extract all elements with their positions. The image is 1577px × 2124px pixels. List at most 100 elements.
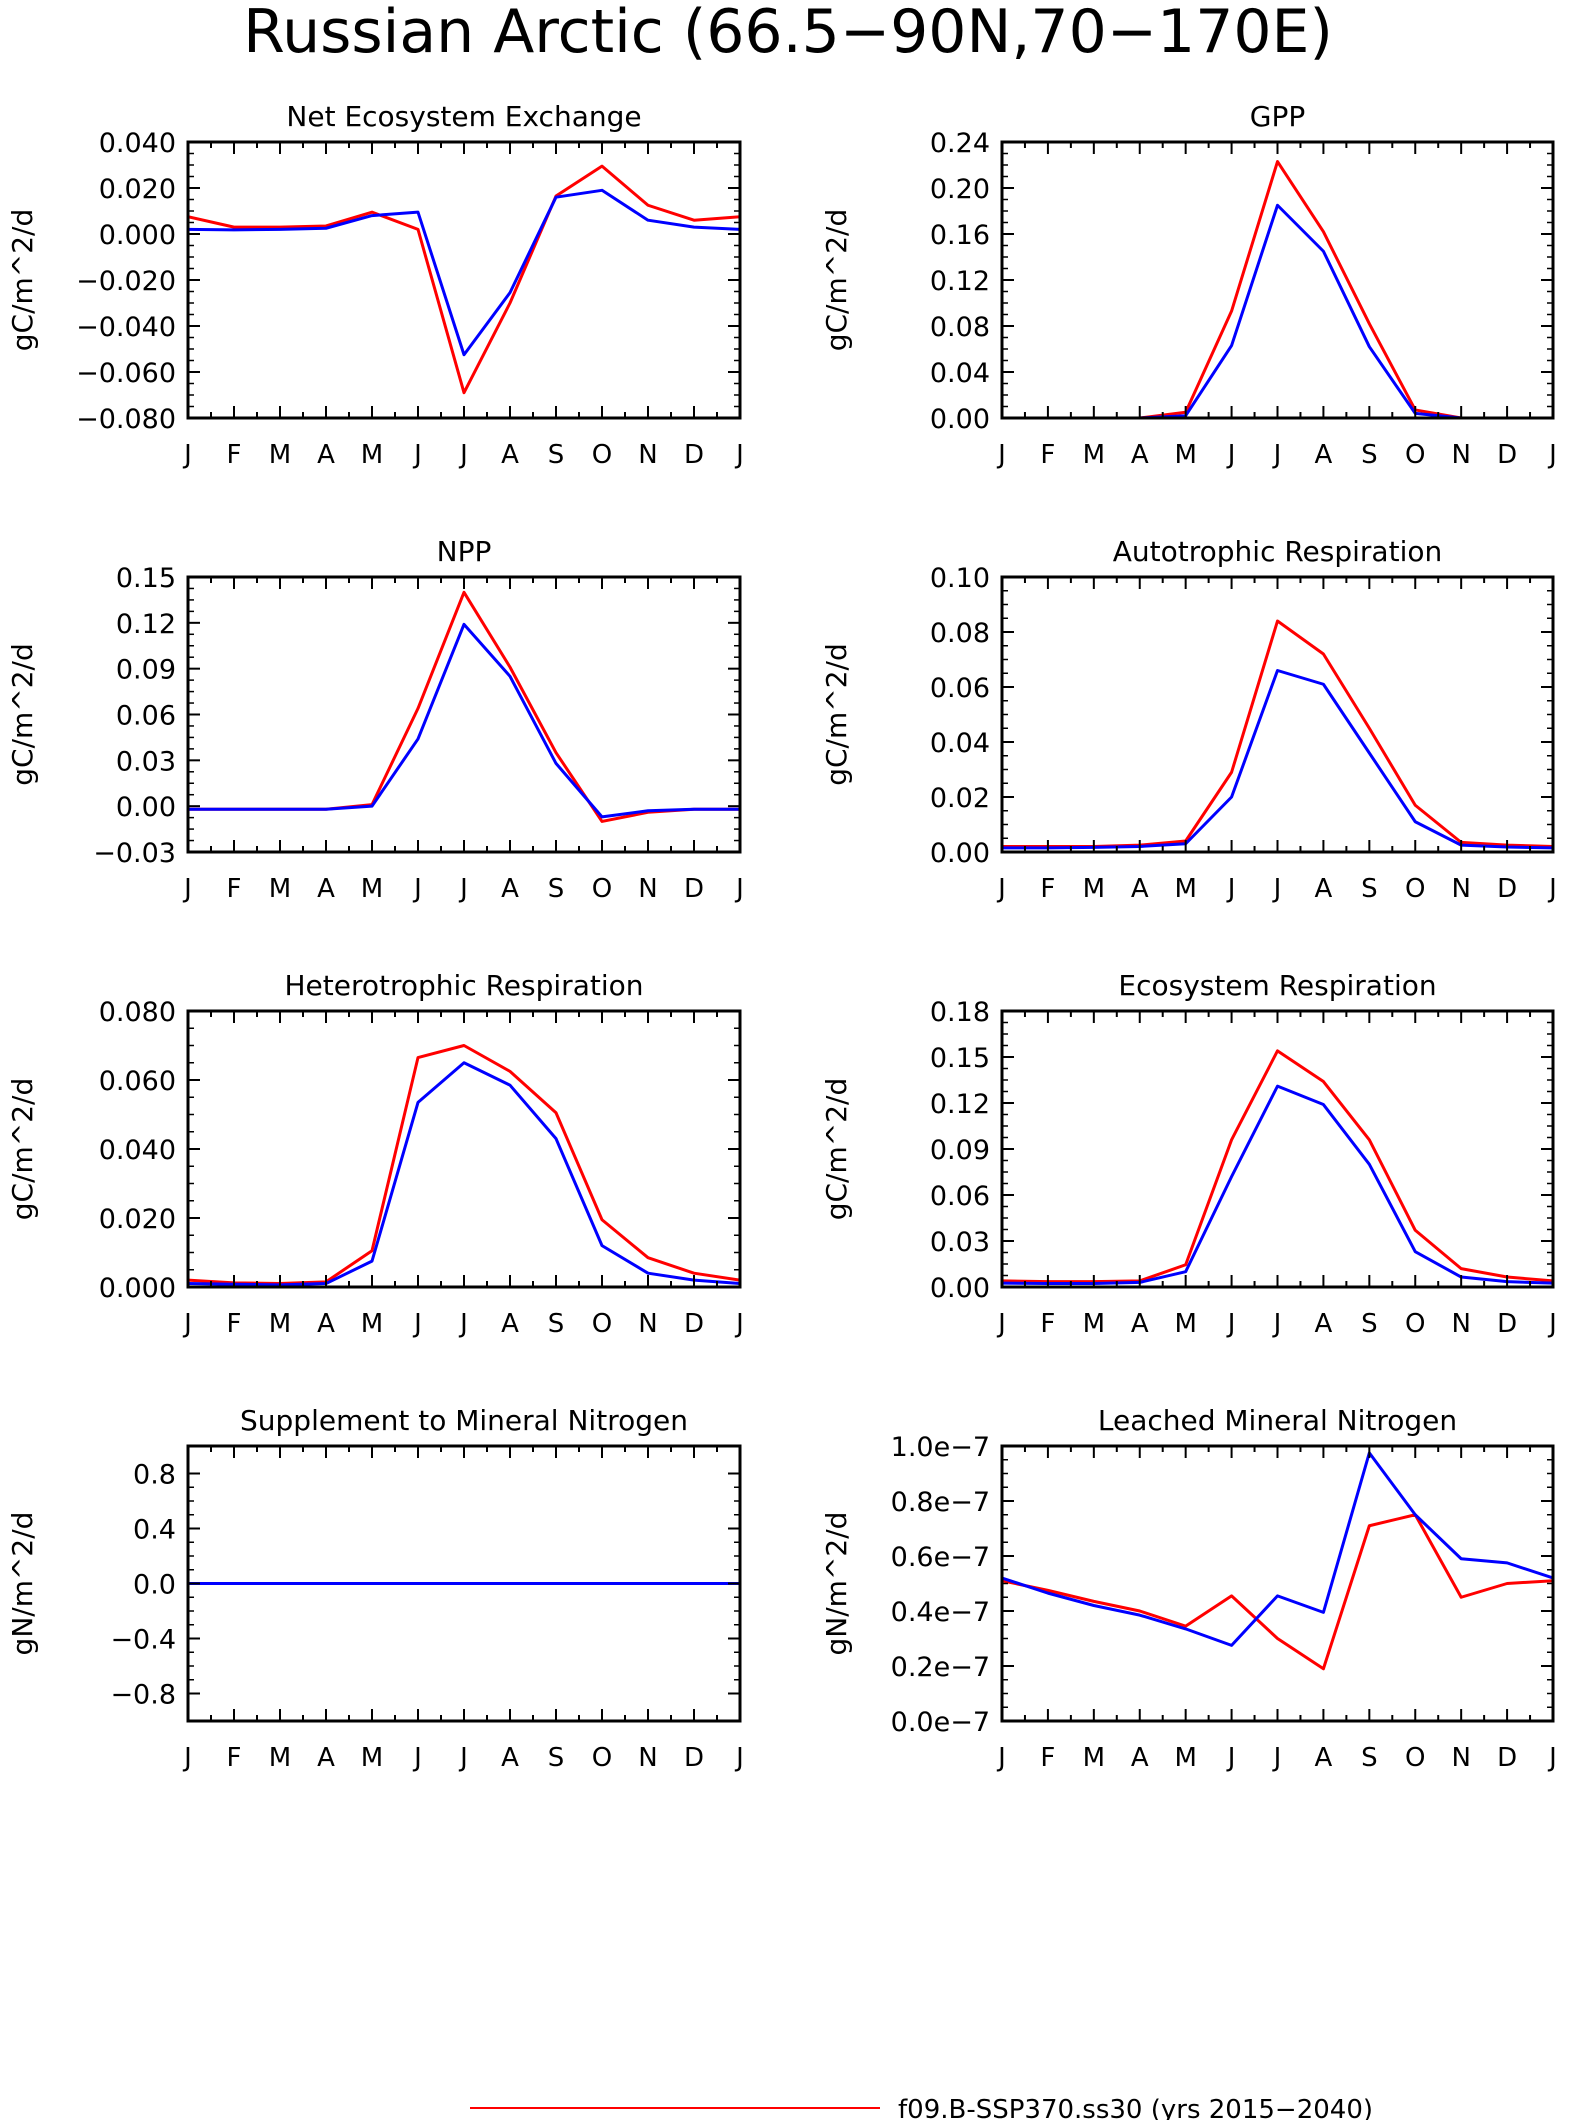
y-tick-label: 0.06: [930, 1181, 990, 1212]
x-tick-label: F: [1040, 440, 1055, 470]
y-tick-label: 0.00: [930, 838, 990, 869]
x-tick-label: M: [361, 874, 383, 904]
series-line-blue: [1002, 1451, 1553, 1647]
x-tick-label: D: [1497, 1309, 1517, 1339]
y-tick-label: 0.0e−7: [891, 1707, 990, 1738]
chart-title: Net Ecosystem Exchange: [286, 100, 641, 133]
y-tick-label: −0.060: [76, 358, 176, 389]
plot-frame: [186, 140, 742, 420]
x-tick-label: A: [1131, 1743, 1149, 1773]
x-tick-label: A: [1315, 874, 1333, 904]
y-tick-label: 0.06: [930, 673, 990, 704]
x-tick-label: M: [361, 1309, 383, 1339]
x-tick-label: J: [734, 1743, 744, 1773]
y-tick-label: 0.040: [99, 128, 176, 159]
x-tick-label: N: [1451, 1309, 1470, 1339]
y-tick-label: 0.06: [116, 701, 176, 732]
y-tick-label: 0.03: [930, 1227, 990, 1258]
x-tick-label: A: [1315, 1309, 1333, 1339]
x-tick-label: J: [458, 1309, 468, 1339]
x-tick-label: A: [1131, 440, 1149, 470]
chart-title: NPP: [437, 535, 492, 568]
series-line-blue: [188, 1061, 740, 1287]
x-tick-label: A: [501, 874, 519, 904]
x-tick-label: N: [638, 440, 657, 470]
x-tick-label: M: [1174, 440, 1196, 470]
x-tick-label: A: [501, 440, 519, 470]
chart-panel-1: J F M A M J J A S O N D J−0.080−0.060−0.040−0.0200.0…: [6, 100, 744, 470]
y-tick-label: 0.8: [133, 1460, 176, 1491]
x-tick-label: J: [1272, 1309, 1282, 1339]
y-tick-label: 0.00: [930, 404, 990, 435]
x-tick-label: O: [592, 440, 612, 470]
x-tick-label: D: [1497, 874, 1517, 904]
y-axis-label: gN/m^2/d: [820, 1512, 853, 1656]
x-tick-label: F: [1040, 1309, 1055, 1339]
x-tick-label: F: [227, 440, 242, 470]
x-tick-label: J: [734, 874, 744, 904]
y-tick-label: 0.060: [99, 1066, 176, 1097]
x-tick-label: J: [1226, 440, 1236, 470]
x-tick-label: J: [1272, 874, 1282, 904]
series-line-red: [1002, 160, 1553, 418]
x-tick-label: M: [361, 1743, 383, 1773]
x-tick-label: M: [269, 1743, 291, 1773]
x-tick-label: J: [412, 874, 422, 904]
chart-panel-8: J F M A M J J A S O N D J0.0e−70.2e−70.4e−70.6e−70.8…: [820, 1404, 1557, 1773]
x-tick-label: A: [317, 1309, 335, 1339]
x-tick-label: O: [1405, 1743, 1425, 1773]
y-tick-label: 0.20: [930, 174, 990, 205]
y-axis-label: gC/m^2/d: [820, 209, 853, 352]
x-tick-label: M: [1083, 440, 1105, 470]
chart-panel-5: J F M A M J J A S O N D J0.0000.0200.0400.0600.080He…: [6, 969, 744, 1339]
x-tick-label: O: [592, 874, 612, 904]
y-tick-label: 0.6e−7: [891, 1542, 990, 1573]
y-tick-label: −0.080: [76, 404, 176, 435]
x-tick-label: M: [1083, 1743, 1105, 1773]
x-tick-label: N: [1451, 874, 1470, 904]
y-tick-label: 0.080: [99, 997, 176, 1028]
series-line-blue: [1002, 669, 1553, 850]
y-axis-label: gC/m^2/d: [6, 1078, 39, 1221]
chart-panel-6: J F M A M J J A S O N D J0.000.030.060.090.120.150.1…: [820, 969, 1557, 1339]
x-tick-label: J: [458, 1743, 468, 1773]
y-tick-label: −0.8: [110, 1680, 176, 1711]
y-tick-label: 0.4: [133, 1515, 176, 1546]
y-axis-label: gC/m^2/d: [820, 643, 853, 786]
x-tick-label: J: [996, 1309, 1006, 1339]
x-tick-label: A: [1315, 440, 1333, 470]
x-tick-label: F: [227, 1743, 242, 1773]
chart-panels: J F M A M J J A S O N D J−0.080−0.060−0.040−0.0200.0…: [6, 100, 1557, 1773]
x-tick-label: J: [1272, 440, 1282, 470]
y-axis-label: gC/m^2/d: [820, 1078, 853, 1221]
x-tick-label: J: [1272, 1743, 1282, 1773]
x-tick-label: S: [1361, 440, 1378, 470]
x-tick-label: M: [269, 440, 291, 470]
chart-title: Supplement to Mineral Nitrogen: [240, 1404, 688, 1437]
x-tick-label: N: [1451, 1743, 1470, 1773]
chart-panel-4: J F M A M J J A S O N D J0.000.020.040.060.080.10Aut…: [820, 535, 1557, 904]
chart-panel-7: J F M A M J J A S O N D J−0.8−0.40.00.40.8Supplement…: [6, 1404, 744, 1773]
x-tick-label: N: [638, 874, 657, 904]
chart-panel-2: J F M A M J J A S O N D J0.000.040.080.120.160.200.2…: [820, 100, 1557, 470]
series-line-red: [188, 164, 740, 395]
y-axis-label: gN/m^2/d: [6, 1512, 39, 1656]
x-tick-label: M: [1083, 874, 1105, 904]
series-line-red: [1002, 619, 1553, 848]
y-tick-label: 0.00: [116, 792, 176, 823]
x-tick-label: A: [317, 874, 335, 904]
y-tick-label: 0.020: [99, 174, 176, 205]
x-tick-label: D: [684, 1743, 704, 1773]
x-tick-label: S: [1361, 874, 1378, 904]
x-tick-label: J: [996, 1743, 1006, 1773]
x-tick-label: A: [501, 1743, 519, 1773]
x-tick-label: D: [1497, 440, 1517, 470]
x-tick-label: J: [996, 440, 1006, 470]
x-tick-label: N: [1451, 440, 1470, 470]
x-tick-label: J: [1226, 1309, 1236, 1339]
y-tick-label: −0.040: [76, 312, 176, 343]
page-title: Russian Arctic (66.5−90N,70−170E): [243, 0, 1333, 67]
y-tick-label: 0.04: [930, 358, 990, 389]
y-tick-label: −0.03: [93, 838, 176, 869]
